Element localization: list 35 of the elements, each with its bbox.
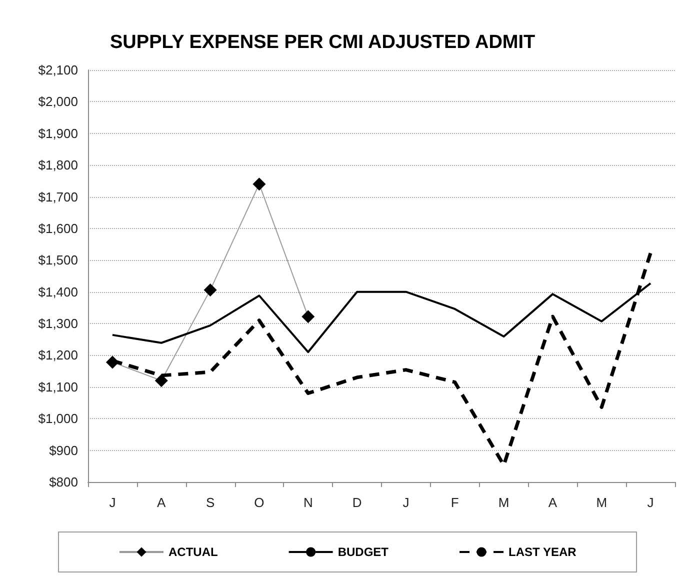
x-tick-label: O: [254, 495, 264, 510]
x-tick-label: J: [647, 495, 654, 510]
point: [302, 310, 315, 324]
chart-title: SUPPLY EXPENSE PER CMI ADJUSTED ADMIT: [110, 32, 536, 53]
y-tick-label: $1,500: [38, 252, 78, 268]
y-tick-label: $1,100: [38, 379, 78, 394]
y-tick-label: $1,300: [38, 316, 78, 332]
x-tick-label: D: [352, 495, 362, 510]
point: [204, 283, 217, 296]
y-tick-label: $1,400: [38, 284, 78, 300]
y-tick-label: $900: [49, 442, 78, 458]
y-tick-label: $1,800: [38, 158, 78, 173]
x-tick-label: M: [596, 495, 608, 510]
legend-label: LAST YEAR: [508, 545, 577, 559]
y-tick-label: $2,000: [38, 94, 78, 110]
x-tick-label: F: [450, 495, 459, 510]
point: [106, 356, 119, 369]
y-tick-label: $1,200: [38, 348, 78, 363]
x-tick-label: N: [303, 495, 313, 510]
legend-label: BUDGET: [338, 545, 390, 559]
x-tick-label: J: [402, 495, 410, 510]
legend-label: ACTUAL: [168, 545, 218, 559]
y-tick-label: $1,000: [38, 411, 78, 426]
point: [252, 178, 266, 191]
y-tick-label: $1,700: [38, 189, 78, 204]
point: [154, 374, 168, 388]
x-tick-label: A: [548, 495, 558, 510]
y-tick-label: $1,900: [38, 126, 78, 141]
x-tick-label: S: [206, 495, 215, 510]
y-tick-label: $2,100: [38, 62, 78, 78]
x-tick-label: A: [157, 495, 166, 510]
y-tick-label: $800: [49, 474, 78, 490]
x-tick-label: J: [109, 495, 116, 510]
x-tick-label: M: [498, 495, 510, 510]
y-tick-label: $1,600: [38, 220, 78, 236]
